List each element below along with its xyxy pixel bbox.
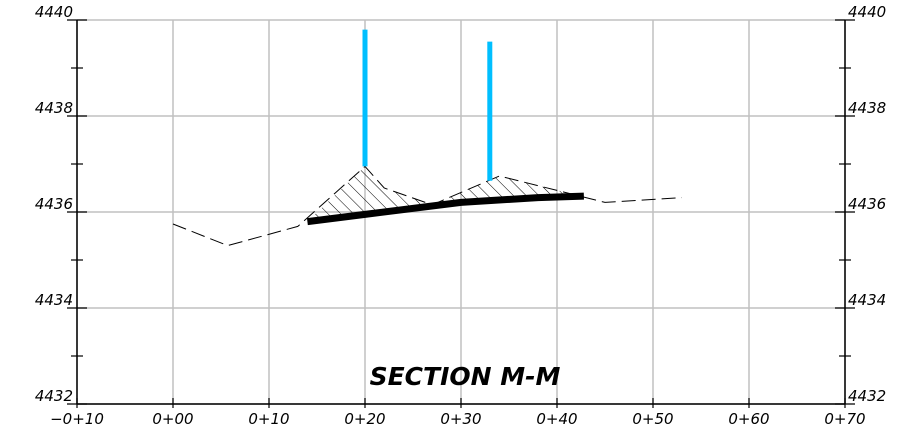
x-tick-label: 0+30	[440, 410, 481, 428]
y-right-tick-label: 4436	[848, 195, 886, 213]
y-left-tick-label: 4438	[35, 99, 73, 117]
proposed-grade-line	[306, 192, 584, 226]
x-axis-labels: −0+10 0+00 0+10 0+20 0+30 0+40 0+50 0+60 0+70	[50, 410, 865, 428]
wall-posts	[362, 29, 493, 181]
y-axis-right-labels: 4440 4438 4436 4434 4432	[848, 3, 886, 405]
y-left-tick-label: 4434	[35, 291, 73, 309]
y-left-tick-label: 4440	[35, 3, 73, 21]
section-title: SECTION M-M	[370, 362, 561, 391]
y-left-tick-label: 4432	[35, 387, 73, 405]
x-tick-label: 0+50	[632, 410, 673, 428]
x-tick-label: −0+10	[50, 410, 104, 428]
x-tick-label: 0+60	[728, 410, 769, 428]
y-left-tick-label: 4436	[35, 195, 73, 213]
plot-frame	[67, 19, 855, 408]
y-right-tick-label: 4432	[848, 387, 886, 405]
x-tick-label: 0+00	[152, 410, 193, 428]
x-tick-label: 0+70	[824, 410, 865, 428]
x-tick-label: 0+20	[344, 410, 385, 428]
y-right-tick-label: 4438	[848, 99, 886, 117]
x-tick-label: 0+10	[248, 410, 289, 428]
grid	[76, 19, 846, 405]
x-tick-label: 0+40	[536, 410, 577, 428]
y-right-tick-label: 4434	[848, 291, 886, 309]
grade-path	[306, 192, 584, 226]
y-axis-left-labels: 4440 4438 4436 4434 4432	[35, 3, 73, 405]
y-right-tick-label: 4440	[848, 3, 886, 21]
